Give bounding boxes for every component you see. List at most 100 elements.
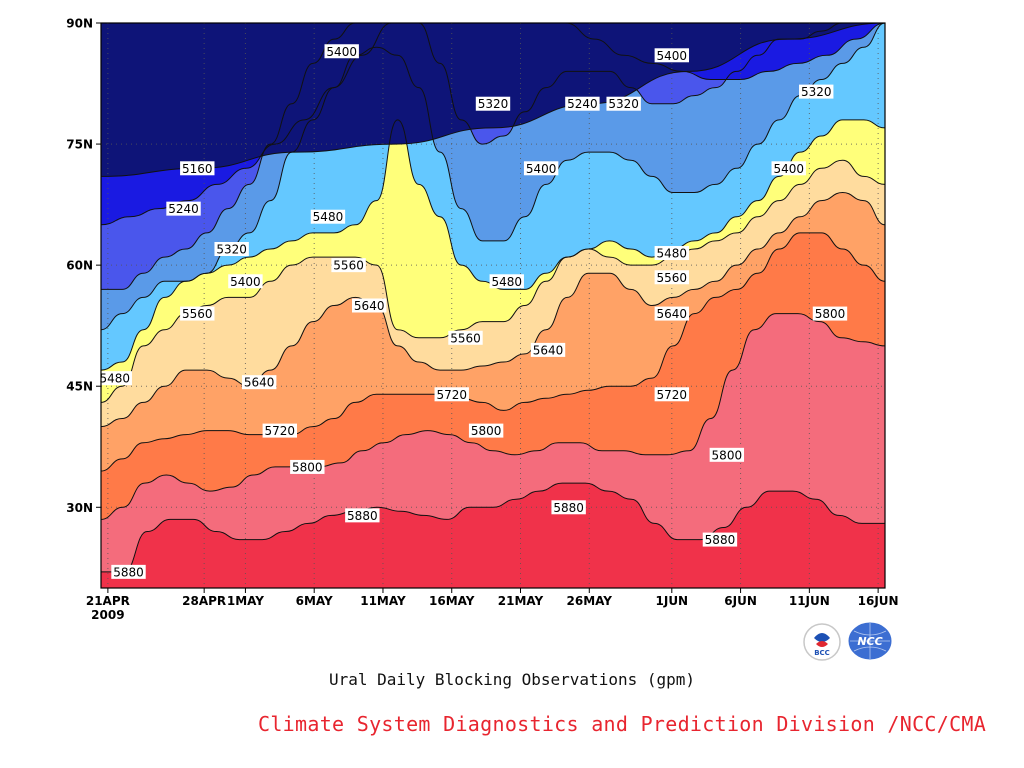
contour-line-5240 — [101, 23, 885, 226]
contour-label-5720: 5720 — [265, 424, 296, 438]
contour-label-bg — [166, 201, 201, 216]
contour-label-5400: 5400 — [526, 162, 557, 176]
contour-label-bg — [180, 161, 215, 176]
y-tick-label: 30N — [66, 501, 93, 515]
contour-label-bg — [654, 270, 690, 285]
contour-label-bg — [97, 371, 132, 386]
contour-label-bg — [771, 161, 806, 176]
contour-line-5560 — [101, 159, 885, 403]
contour-label-bg — [290, 459, 325, 474]
contour-label-bg — [180, 306, 215, 321]
plot-frame — [100, 22, 886, 589]
y-tick-label: 90N — [66, 17, 93, 31]
contour-label-bg — [565, 96, 600, 111]
contour-label-bg — [214, 242, 249, 256]
contour-label-5800: 5800 — [712, 448, 743, 462]
y-tick-label: 60N — [66, 259, 93, 273]
x-tick-sublabel: 2009 — [91, 608, 124, 622]
contour-label-5240: 5240 — [567, 97, 598, 111]
contour-label-5720: 5720 — [436, 388, 467, 402]
contour-label-bg — [551, 500, 586, 515]
bcc-logo: BCC — [803, 623, 841, 661]
chart-title: Ural Daily Blocking Observations (gpm) — [328, 670, 696, 689]
contour-line-5880 — [101, 482, 885, 573]
contour-label-5320: 5320 — [801, 85, 832, 99]
contour-label-bg — [345, 508, 380, 523]
contour-lines — [101, 23, 885, 573]
svg-text:NCC: NCC — [857, 635, 882, 648]
contour-label-bg — [331, 258, 366, 273]
contour-label-5560: 5560 — [657, 271, 688, 285]
contour-label-5560: 5560 — [333, 259, 364, 273]
ncc-logo: NCC — [847, 621, 893, 661]
contour-line-5720 — [101, 232, 885, 472]
contour-label-5400: 5400 — [230, 275, 261, 289]
y-tick-label: 75N — [66, 138, 93, 152]
contour-label-bg — [228, 274, 263, 289]
contour-label-5640: 5640 — [657, 307, 688, 321]
x-tick-label: 6JUN — [724, 594, 757, 608]
contour-label-bg — [812, 306, 848, 321]
contour-label-bg — [799, 84, 834, 99]
x-tick-label: 1MAY — [227, 594, 264, 608]
x-tick-label: 16JUN — [858, 594, 899, 608]
x-tick-label: 11MAY — [360, 594, 406, 608]
contour-label-5320: 5320 — [216, 243, 247, 257]
x-tick-label: 16MAY — [429, 594, 475, 608]
contour-label-5400: 5400 — [326, 45, 357, 59]
contour-label-bg — [241, 375, 277, 390]
x-tick-label: 21MAY — [498, 594, 544, 608]
x-tick-label: 28APR — [182, 594, 226, 608]
contour-label-5320: 5320 — [608, 97, 639, 111]
grid — [101, 23, 885, 588]
contour-label-5880: 5880 — [113, 565, 144, 579]
x-tick-label: 21APR — [86, 594, 130, 608]
contour-label-5640: 5640 — [533, 343, 564, 357]
x-tick-label: 11JUN — [789, 594, 830, 608]
contour-label-bg — [606, 96, 641, 111]
contour-label-5640: 5640 — [244, 376, 275, 390]
x-tick-label: 6MAY — [296, 594, 333, 608]
contour-label-5560: 5560 — [450, 331, 481, 345]
contour-line-5640 — [101, 191, 885, 428]
contour-label-bg — [111, 564, 146, 579]
contour-label-5480: 5480 — [313, 210, 344, 224]
x-tick-label: 26MAY — [567, 594, 613, 608]
contour-label-bg — [448, 330, 483, 345]
contour-label-5160: 5160 — [182, 162, 213, 176]
x-tick-label: 1JUN — [656, 594, 689, 608]
contour-label-bg — [352, 298, 387, 313]
contour-label-5800: 5800 — [292, 460, 323, 474]
contour-label-5880: 5880 — [553, 501, 584, 515]
contour-label-bg — [523, 161, 559, 176]
contour-label-bg — [654, 306, 690, 321]
contour-label-5480: 5480 — [491, 275, 522, 289]
contour-label-bg — [475, 96, 511, 111]
contour-label-bg — [654, 48, 690, 63]
contour-label-5480: 5480 — [657, 247, 688, 261]
contour-label-5720: 5720 — [657, 388, 688, 402]
contour-label-bg — [702, 532, 738, 547]
contour-labels: 5880 5880 5880 5880 5800 5800 5800 5800 5720 5720… — [97, 44, 848, 579]
contour-label-bg — [530, 342, 566, 357]
contour-label-5240: 5240 — [168, 202, 199, 216]
y-tick-label: 45N — [66, 380, 93, 394]
contour-line-5800 — [101, 313, 885, 520]
contour-label-5480: 5480 — [99, 372, 130, 386]
contour-label-bg — [489, 274, 524, 289]
contour-label-5640: 5640 — [354, 299, 385, 313]
contour-line-5320 — [101, 23, 885, 290]
contour-label-bg — [468, 423, 504, 438]
contour-label-5560: 5560 — [182, 307, 213, 321]
contour-label-bg — [262, 423, 298, 438]
contour-label-5800: 5800 — [471, 424, 502, 438]
contour-label-5400: 5400 — [773, 162, 804, 176]
contour-label-5880: 5880 — [705, 533, 736, 547]
contour-line-5160 — [101, 23, 885, 177]
svg-text:BCC: BCC — [814, 649, 830, 657]
contour-label-5320: 5320 — [478, 97, 509, 111]
contour-label-5880: 5880 — [347, 509, 378, 523]
contour-label-bg — [654, 246, 690, 261]
